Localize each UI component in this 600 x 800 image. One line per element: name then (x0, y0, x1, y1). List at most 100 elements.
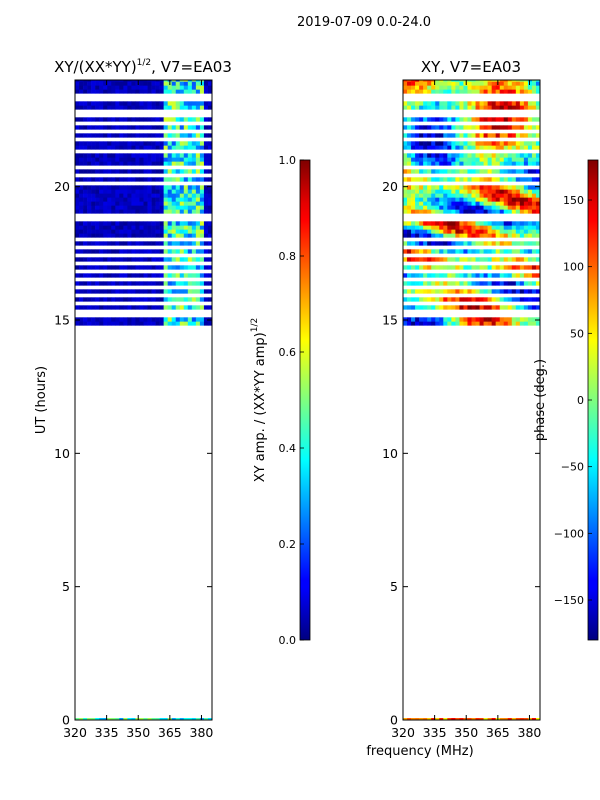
heatmap-cell (443, 249, 448, 254)
heatmap-cell (147, 233, 152, 238)
heatmap-cell (79, 161, 84, 166)
heatmap-cell (431, 197, 436, 202)
heatmap-cell (411, 321, 416, 326)
heatmap-cell (195, 229, 201, 234)
heatmap-cell (75, 201, 80, 206)
heatmap-cell (179, 233, 185, 238)
heatmap-cell (127, 145, 132, 150)
heatmap-cell (423, 241, 428, 246)
heatmap-cell (179, 105, 185, 110)
heatmap-cell (131, 81, 136, 86)
heatmap-cell (515, 193, 521, 198)
heatmap-cell (75, 197, 80, 202)
heatmap-cell (403, 249, 408, 254)
heatmap-cell (115, 197, 120, 202)
heatmap-cell (167, 153, 173, 158)
heatmap-cell (515, 265, 521, 270)
heatmap-cell (451, 205, 456, 210)
heatmap-cell (439, 289, 444, 294)
heatmap-cell (423, 718, 428, 720)
heatmap-cell (499, 185, 505, 190)
heatmap-cell (111, 169, 116, 174)
heatmap-cell (447, 157, 452, 162)
heatmap-cell (115, 81, 120, 86)
heatmap-cell (459, 105, 464, 110)
heatmap-cell (123, 105, 128, 110)
heatmap-cell (475, 233, 480, 238)
heatmap-cell (459, 297, 464, 302)
heatmap-cell (107, 153, 112, 158)
heatmap-cell (123, 209, 128, 214)
heatmap-cell (123, 233, 128, 238)
colorbar-tick-label: 0.8 (279, 250, 297, 263)
heatmap-cell (519, 225, 525, 230)
heatmap-cell (535, 305, 540, 310)
heatmap-cell (99, 185, 104, 190)
heatmap-cell (163, 321, 168, 326)
heatmap-cell (535, 153, 540, 158)
heatmap-cell (83, 257, 88, 262)
heatmap-cell (131, 305, 136, 310)
heatmap-cell (427, 221, 432, 226)
heatmap-cell (483, 81, 488, 86)
heatmap-cell (127, 141, 132, 146)
heatmap-cell (519, 205, 525, 210)
heatmap-cell (407, 241, 412, 246)
heatmap-cell (479, 233, 484, 238)
colorbar-tick-label: 1.0 (279, 154, 297, 167)
heatmap-cell (455, 209, 460, 214)
heatmap-cell (511, 281, 517, 286)
heatmap-cell (103, 80, 108, 82)
heatmap-cell (411, 265, 416, 270)
heatmap-cell (451, 718, 456, 720)
heatmap-cell (203, 241, 209, 246)
heatmap-cell (535, 125, 540, 130)
heatmap-cell (431, 141, 436, 146)
heatmap-cell (187, 221, 193, 226)
heatmap-cell (147, 161, 152, 166)
heatmap-cell (475, 297, 480, 302)
heatmap-cell (127, 205, 132, 210)
heatmap-cell (503, 169, 509, 174)
heatmap-cell (107, 125, 112, 130)
heatmap-cell (483, 281, 488, 286)
heatmap-cell (187, 153, 193, 158)
heatmap-cell (103, 209, 108, 214)
heatmap-cell (179, 305, 185, 310)
heatmap-cell (123, 89, 128, 94)
x-tick-label: 335 (423, 725, 447, 740)
heatmap-cell (491, 321, 496, 326)
heatmap-cell (411, 241, 416, 246)
heatmap-cell (147, 229, 152, 234)
heatmap-cell (515, 209, 521, 214)
heatmap-cell (427, 145, 432, 150)
heatmap-cell (159, 169, 164, 174)
heatmap-cell (495, 101, 501, 106)
heatmap-cell (187, 177, 193, 182)
heatmap-cell (471, 161, 476, 166)
y-tick-label: 20 (382, 179, 398, 194)
heatmap-cell (171, 281, 177, 286)
heatmap-cell (123, 177, 128, 182)
heatmap-cell (415, 89, 420, 94)
heatmap-cell (535, 157, 540, 162)
heatmap-cell (79, 317, 84, 322)
heatmap-cell (483, 205, 488, 210)
heatmap-cell (79, 185, 84, 190)
heatmap-cell (139, 85, 144, 90)
heatmap-cell (155, 289, 160, 294)
heatmap-cell (111, 81, 116, 86)
heatmap-cell (483, 185, 488, 190)
heatmap-cell (111, 205, 116, 210)
heatmap-cell (491, 193, 496, 198)
heatmap-cell (423, 89, 428, 94)
heatmap-cell (107, 265, 112, 270)
heatmap-cell (207, 265, 212, 270)
heatmap-cell (203, 80, 209, 82)
heatmap-cell (407, 321, 412, 326)
heatmap-cell (99, 257, 104, 262)
heatmap-cell (459, 169, 464, 174)
heatmap-cell (495, 297, 501, 302)
heatmap-cell (431, 85, 436, 90)
